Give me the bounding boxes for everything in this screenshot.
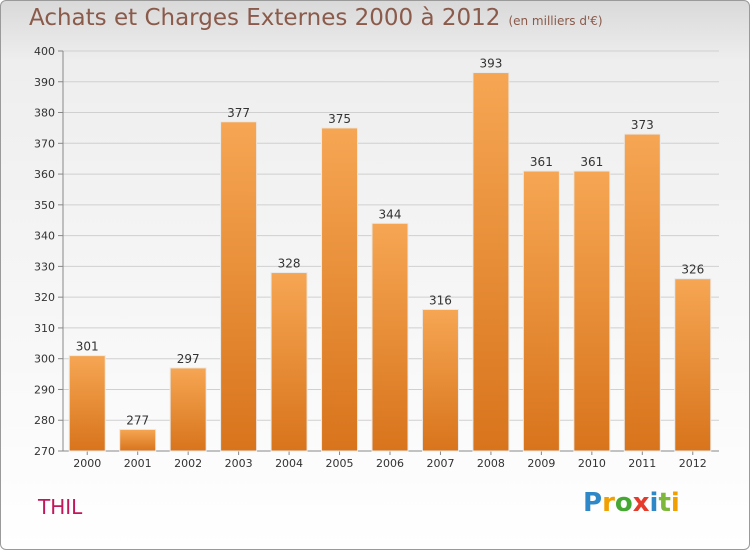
y-tick-label: 340 — [34, 230, 55, 243]
x-tick-label: 2004 — [275, 457, 303, 470]
bar — [573, 170, 611, 452]
bar — [674, 278, 712, 452]
labels: 301 2000 277 2001 297 2002 377 2003 328 2004 375 20… — [73, 57, 707, 470]
y-tick-label: 290 — [34, 383, 55, 396]
y-tick-label: 300 — [34, 353, 55, 366]
bar-value-label: 361 — [580, 155, 603, 169]
y-tick-label: 380 — [34, 107, 55, 120]
bar-value-label: 326 — [681, 263, 704, 277]
commune-name: THIL — [38, 495, 83, 519]
bar-value-label: 393 — [479, 57, 502, 71]
bar-value-label: 301 — [76, 340, 99, 354]
x-tick-label: 2011 — [628, 457, 656, 470]
bar — [169, 367, 207, 452]
y-tick-label: 370 — [34, 137, 55, 150]
x-tick-label: 2007 — [426, 457, 454, 470]
bar-value-label: 344 — [379, 207, 402, 221]
bar-value-label: 277 — [126, 413, 149, 427]
y-tick-label: 330 — [34, 260, 55, 273]
bar — [68, 355, 106, 452]
bar — [472, 72, 510, 452]
bar-value-label: 316 — [429, 293, 452, 307]
chart-title: Achats et Charges Externes 2000 à 2012 (e… — [29, 5, 603, 31]
x-tick-label: 2000 — [73, 457, 101, 470]
bars — [68, 72, 712, 452]
bar-value-label: 361 — [530, 155, 553, 169]
y-tick-label: 360 — [34, 168, 55, 181]
x-tick-label: 2005 — [326, 457, 354, 470]
bar-value-label: 375 — [328, 112, 351, 126]
proxiti-logo: Proxiti — [583, 488, 680, 518]
y-tick-label: 270 — [34, 445, 55, 458]
y-tick-label: 350 — [34, 199, 55, 212]
x-tick-label: 2002 — [174, 457, 202, 470]
bar — [270, 272, 308, 452]
bar — [321, 127, 359, 452]
bar — [371, 222, 409, 452]
y-tick-label: 310 — [34, 322, 55, 335]
x-tick-label: 2006 — [376, 457, 404, 470]
bar-value-label: 297 — [177, 352, 200, 366]
chart-subtitle: (en milliers d'€) — [508, 14, 603, 28]
bar — [421, 308, 459, 452]
x-tick-label: 2008 — [477, 457, 505, 470]
bar — [220, 121, 258, 452]
bar — [522, 170, 560, 452]
x-tick-label: 2012 — [679, 457, 707, 470]
y-tick-label: 390 — [34, 76, 55, 89]
chart-title-text: Achats et Charges Externes 2000 à 2012 — [29, 5, 501, 31]
x-tick-label: 2003 — [225, 457, 253, 470]
x-tick-label: 2001 — [124, 457, 152, 470]
bar — [623, 133, 661, 452]
bar — [119, 428, 157, 452]
x-tick-label: 2010 — [578, 457, 606, 470]
y-tick-label: 400 — [34, 45, 55, 58]
x-tick-label: 2009 — [527, 457, 555, 470]
bar-value-label: 373 — [631, 118, 654, 132]
bar-value-label: 328 — [278, 257, 301, 271]
bar-value-label: 377 — [227, 106, 250, 120]
y-tick-label: 280 — [34, 414, 55, 427]
y-tick-label: 320 — [34, 291, 55, 304]
